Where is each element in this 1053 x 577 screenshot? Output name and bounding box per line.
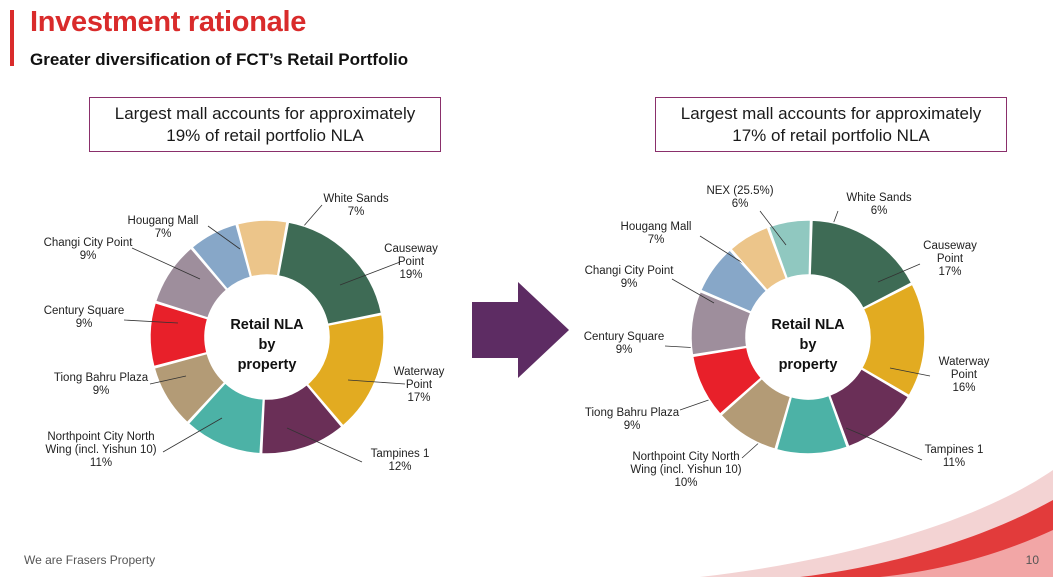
slice-label-northpoint-city-north-wing-incl-yishun-10: Northpoint City North Wing (incl. Yishun … <box>45 431 156 469</box>
slice-label-waterway-point: Waterway Point 17% <box>394 366 445 404</box>
callout-left: Largest mall accounts for approximately … <box>89 97 441 152</box>
leader-line-changi-city-point <box>131 247 201 280</box>
slice-white-sands <box>236 219 288 278</box>
slice-label-tiong-bahru-plaza: Tiong Bahru Plaza 9% <box>585 407 680 432</box>
title-accent-bar <box>10 10 14 66</box>
slice-hougang-mall <box>699 248 768 314</box>
slice-causeway-point <box>809 219 913 310</box>
leader-line-tiong-bahru-plaza <box>149 375 187 385</box>
slice-label-hougang-mall: Hougang Mall 7% <box>128 215 199 240</box>
slice-tiong-bahru-plaza <box>719 377 792 451</box>
slice-changi-city-point <box>154 247 228 320</box>
page-title: Investment rationale <box>30 6 307 38</box>
leader-line-tampines-1 <box>845 427 923 461</box>
slice-label-nex-25-5: NEX (25.5%) 6% <box>706 185 773 210</box>
leader-line-hougang-mall <box>699 235 747 266</box>
slice-label-northpoint-city-north-wing-incl-yishun-10: Northpoint City North Wing (incl. Yishun … <box>630 451 741 489</box>
slice-label-changi-city-point: Changi City Point 9% <box>44 237 134 262</box>
footer-text: We are Frasers Property <box>24 553 156 567</box>
transition-arrow-icon <box>472 282 569 378</box>
leader-line-changi-city-point <box>671 278 715 304</box>
decorative-swoosh <box>700 470 1053 577</box>
page-number: 10 <box>1025 553 1039 567</box>
slice-label-waterway-point: Waterway Point 16% <box>939 356 990 394</box>
slice-tampines-1 <box>260 383 344 455</box>
slice-label-tampines-1: Tampines 1 12% <box>371 448 430 473</box>
slice-label-changi-city-point: Changi City Point 9% <box>585 265 675 290</box>
slice-northpoint-city-north-wing-incl-yishun-10 <box>187 381 265 455</box>
slice-causeway-point <box>277 221 383 326</box>
slice-nex-25-5 <box>729 226 788 292</box>
donut-center-label: Retail NLA by property <box>230 317 304 373</box>
slice-century-square <box>149 301 209 368</box>
leader-line-waterway-point <box>889 367 931 377</box>
slice-label-causeway-point: Causeway Point 17% <box>923 240 977 278</box>
leader-line-causeway-point <box>877 263 921 283</box>
leader-line-century-square <box>123 319 179 324</box>
page-subtitle: Greater diversification of FCT’s Retail … <box>30 50 409 69</box>
slice-label-hougang-mall: Hougang Mall 7% <box>621 221 692 246</box>
donut-chart-after: White Sands 6% Causeway Point 17% Waterway Poi… <box>584 185 990 489</box>
slice-white-sands <box>767 219 812 280</box>
slice-waterway-point <box>860 283 926 397</box>
slice-label-causeway-point: Causeway Point 19% <box>384 243 438 281</box>
leader-line-tampines-1 <box>286 427 363 463</box>
callout-right-text: Largest mall accounts for approximately … <box>680 103 982 145</box>
leader-line-causeway-point <box>339 261 401 286</box>
slice-tampines-1 <box>828 367 910 448</box>
callout-right: Largest mall accounts for approximately … <box>655 97 1007 152</box>
leader-line-nex-25-5 <box>759 210 787 246</box>
slice-tiong-bahru-plaza <box>153 352 226 424</box>
slice-label-century-square: Century Square 9% <box>44 305 125 330</box>
slice-century-square <box>691 346 763 416</box>
callout-left-text: Largest mall accounts for approximately … <box>114 103 416 145</box>
leader-line-northpoint-city-north-wing-incl-yishun-10 <box>162 417 223 453</box>
leader-line-hougang-mall <box>207 225 241 250</box>
slice-label-white-sands: White Sands 6% <box>846 192 911 217</box>
slice-label-tampines-1: Tampines 1 11% <box>925 444 984 469</box>
slice-label-century-square: Century Square 9% <box>584 331 665 356</box>
slice-changi-city-point <box>690 290 752 356</box>
slice-label-white-sands: White Sands 7% <box>323 193 388 218</box>
slice-waterway-point <box>306 313 385 427</box>
leader-line-waterway-point <box>347 379 406 385</box>
slice-northpoint-city-north-wing-incl-yishun-10 <box>775 394 849 455</box>
slice-label-tiong-bahru-plaza: Tiong Bahru Plaza 9% <box>54 372 149 397</box>
donut-chart-before: White Sands 7% Causeway Point 19% Waterway Poi… <box>44 193 445 473</box>
donut-center-label: Retail NLA by property <box>771 317 845 373</box>
slice-hougang-mall <box>190 223 252 291</box>
